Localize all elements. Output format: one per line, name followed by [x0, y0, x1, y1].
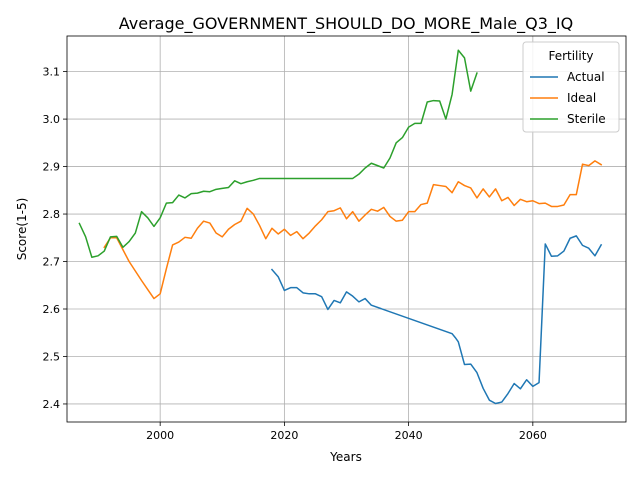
legend: Fertility Actual Ideal Sterile: [522, 41, 620, 133]
plot-frame: [66, 35, 627, 423]
y-tick-label: 3.1: [43, 66, 61, 79]
series-line-ideal: [103, 160, 603, 300]
legend-box: [522, 41, 620, 133]
y-tick-label: 3.0: [43, 113, 61, 126]
chart-title: Average_GOVERNMENT_SHOULD_DO_MORE_Male_Q…: [119, 14, 573, 34]
y-axis-label: Score(1-5): [15, 198, 29, 261]
y-tick-label: 2.7: [43, 256, 61, 269]
y-tick-label: 2.8: [43, 208, 61, 221]
y-tick-label: 2.9: [43, 161, 61, 174]
y-axis-ticks: 2.4 2.5 2.6 2.7 2.8 2.9 3.0 3.1: [43, 66, 67, 411]
x-axis-label: Years: [329, 450, 362, 464]
series-line-sterile: [78, 49, 478, 258]
x-tick-label: 2040: [395, 429, 423, 442]
x-tick-label: 2060: [519, 429, 547, 442]
y-tick-label: 2.5: [43, 350, 61, 363]
x-tick-label: 2000: [146, 429, 174, 442]
legend-label-ideal: Ideal: [567, 91, 596, 105]
x-axis-ticks: 2000 2020 2040 2060: [146, 422, 547, 442]
y-tick-label: 2.6: [43, 303, 61, 316]
legend-label-actual: Actual: [567, 70, 605, 84]
legend-title: Fertility: [548, 49, 593, 63]
series-lines: [78, 49, 603, 405]
y-tick-label: 2.4: [43, 398, 61, 411]
series-line-actual: [270, 235, 603, 405]
legend-entries: Actual Ideal Sterile: [530, 70, 606, 126]
x-tick-label: 2020: [270, 429, 298, 442]
legend-label-sterile: Sterile: [567, 112, 606, 126]
